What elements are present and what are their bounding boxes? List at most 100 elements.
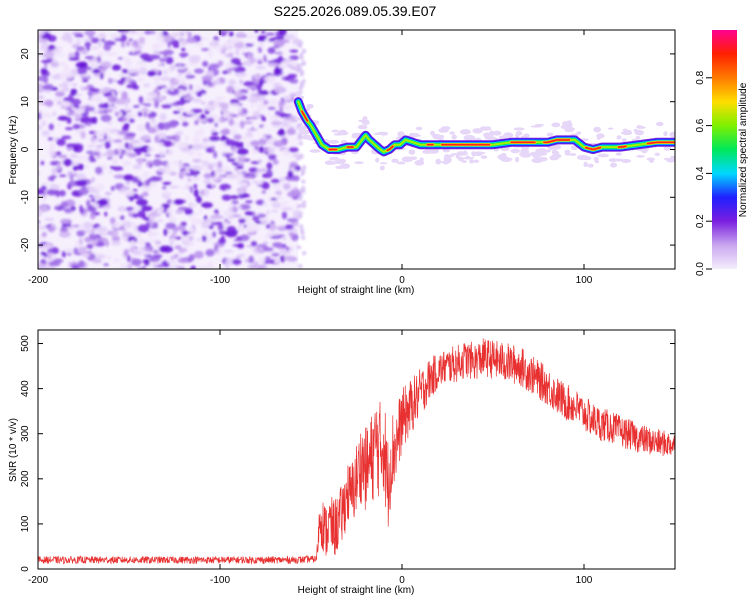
noise-cell: [292, 189, 301, 195]
noise-cell: [269, 114, 280, 122]
noise-cell: [188, 226, 195, 233]
noise-cell: [150, 220, 154, 228]
ridge-halo-cell: [663, 131, 668, 137]
noise-cell: [38, 171, 41, 176]
noise-cell: [220, 102, 229, 110]
noise-cell: [236, 170, 242, 176]
noise-cell: [108, 169, 113, 175]
noise-cell: [122, 159, 132, 167]
noise-cell: [91, 177, 95, 183]
noise-cell: [244, 211, 253, 216]
noise-cell: [251, 103, 255, 108]
ridge-halo-cell: [551, 144, 562, 150]
noise-cell: [146, 110, 152, 114]
noise-cell: [162, 122, 171, 130]
noise-cell: [88, 130, 95, 135]
noise-cell: [80, 130, 86, 139]
noise-cell: [146, 180, 150, 186]
noise-cell: [265, 169, 273, 177]
noise-cell: [237, 113, 247, 117]
ridge-halo-cell: [472, 128, 483, 134]
noise-cell: [103, 263, 109, 267]
noise-cell: [147, 128, 158, 134]
noise-cell: [176, 107, 184, 112]
noise-cell: [178, 37, 185, 42]
noise-cell: [187, 150, 196, 156]
noise-cell: [177, 142, 188, 149]
noise-cell: [97, 130, 103, 134]
noise-cell: [63, 207, 73, 214]
noise-cell: [126, 114, 132, 118]
noise-cell: [273, 140, 284, 148]
noise-cell: [151, 176, 163, 180]
noise-cell: [130, 258, 142, 266]
noise-cell: [50, 151, 56, 157]
noise-cell: [198, 164, 207, 168]
noise-cell: [245, 131, 254, 137]
noise-cell: [142, 58, 154, 62]
noise-cell: [236, 160, 244, 164]
noise-cell: [136, 60, 147, 66]
noise-cell: [257, 90, 270, 96]
noise-cell: [177, 257, 189, 264]
ridge-halo-cell: [325, 161, 337, 165]
noise-cell: [92, 110, 99, 114]
noise-cell: [95, 226, 108, 233]
noise-cell: [74, 93, 83, 97]
noise-cell: [208, 49, 213, 58]
noise-cell: [251, 180, 259, 184]
noise-cell: [92, 68, 101, 74]
noise-cell: [60, 89, 64, 93]
noise-cell: [65, 71, 73, 79]
ridge-halo-cell: [534, 123, 545, 127]
noise-cell: [159, 113, 167, 121]
noise-cell: [280, 148, 290, 154]
noise-cell: [234, 41, 245, 49]
noise-cell: [241, 170, 248, 174]
noise-cell: [172, 44, 180, 48]
ridge-halo-cell: [430, 130, 435, 136]
noise-cell: [218, 238, 226, 245]
noise-cell: [154, 100, 159, 109]
noise-cell: [144, 258, 150, 266]
noise-cell: [120, 41, 126, 48]
noise-cell: [248, 93, 252, 100]
noise-cell: [152, 262, 161, 266]
ridge-halo-cell: [621, 131, 633, 136]
noise-cell: [213, 117, 222, 121]
noise-cell: [48, 143, 56, 151]
noise-cell: [110, 185, 115, 192]
noise-cell: [107, 94, 115, 103]
noise-cell: [93, 194, 102, 200]
noise-cell: [171, 39, 180, 46]
noise-cell: [137, 157, 144, 166]
noise-cell: [138, 250, 151, 256]
noise-cell: [170, 255, 176, 261]
noise-cell: [212, 231, 216, 238]
noise-cell: [128, 68, 136, 74]
noise-cell: [161, 104, 172, 109]
noise-cell: [301, 186, 306, 191]
noise-cell: [181, 186, 187, 190]
noise-cell: [278, 30, 287, 36]
figure-title: S225.2026.089.05.39.E07: [274, 3, 437, 19]
noise-cell: [250, 140, 261, 147]
ridge-halo-cell: [583, 161, 588, 168]
ridge-halo-cell: [616, 135, 622, 140]
noise-cell: [89, 61, 99, 69]
noise-cell: [88, 106, 95, 112]
spectrogram-noise-field: [38, 30, 307, 269]
noise-cell: [247, 128, 259, 132]
noise-cell: [234, 62, 244, 66]
noise-cell: [277, 129, 286, 137]
noise-cell: [179, 248, 188, 253]
ridge-halo-cell: [451, 134, 457, 140]
noise-cell: [86, 47, 90, 51]
noise-cell: [142, 171, 150, 179]
noise-cell: [257, 104, 263, 112]
noise-cell: [81, 236, 85, 245]
noise-cell: [79, 116, 92, 124]
ridge-halo-cell: [325, 141, 335, 144]
ridge-halo-cell: [354, 161, 364, 165]
